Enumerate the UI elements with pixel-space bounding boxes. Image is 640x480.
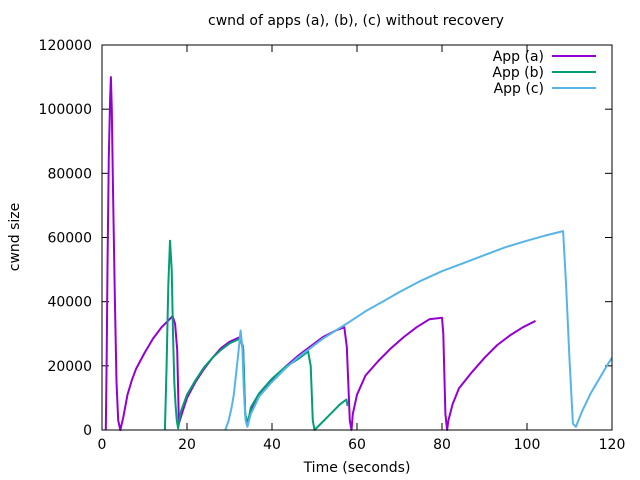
x-tick-label: 100 <box>514 437 541 453</box>
legend-label-3: App (c) <box>494 81 544 97</box>
x-axis-label: Time (seconds) <box>303 460 411 476</box>
x-tick-label: 20 <box>178 437 196 453</box>
legend-label-2: App (b) <box>492 65 544 81</box>
series-line-3 <box>224 230 613 431</box>
legend-label-1: App (a) <box>493 49 544 65</box>
y-tick-label: 40000 <box>47 295 92 311</box>
x-tick-label: 120 <box>599 437 626 453</box>
legend: App (a)App (b)App (c) <box>492 49 596 97</box>
y-tick-label: 80000 <box>47 166 92 182</box>
y-tick-label: 120000 <box>39 38 92 54</box>
chart-title: cwnd of apps (a), (b), (c) without recov… <box>208 13 504 29</box>
y-tick-label: 100000 <box>39 102 92 118</box>
series-line-2 <box>163 239 349 431</box>
y-axis-label: cwnd size <box>7 203 23 272</box>
series-lines <box>104 76 613 431</box>
x-tick-label: 0 <box>98 437 107 453</box>
x-tick-label: 60 <box>348 437 366 453</box>
axis-ticks: 0 20 40 60 80 100 120 0 20000 40000 60000 80000 1000… <box>39 38 626 453</box>
x-tick-label: 40 <box>263 437 281 453</box>
y-tick-label: 20000 <box>47 359 92 375</box>
y-tick-label: 0 <box>83 423 92 439</box>
x-tick-label: 80 <box>433 437 451 453</box>
plot-frame <box>101 44 613 431</box>
y-tick-label: 60000 <box>47 231 92 247</box>
